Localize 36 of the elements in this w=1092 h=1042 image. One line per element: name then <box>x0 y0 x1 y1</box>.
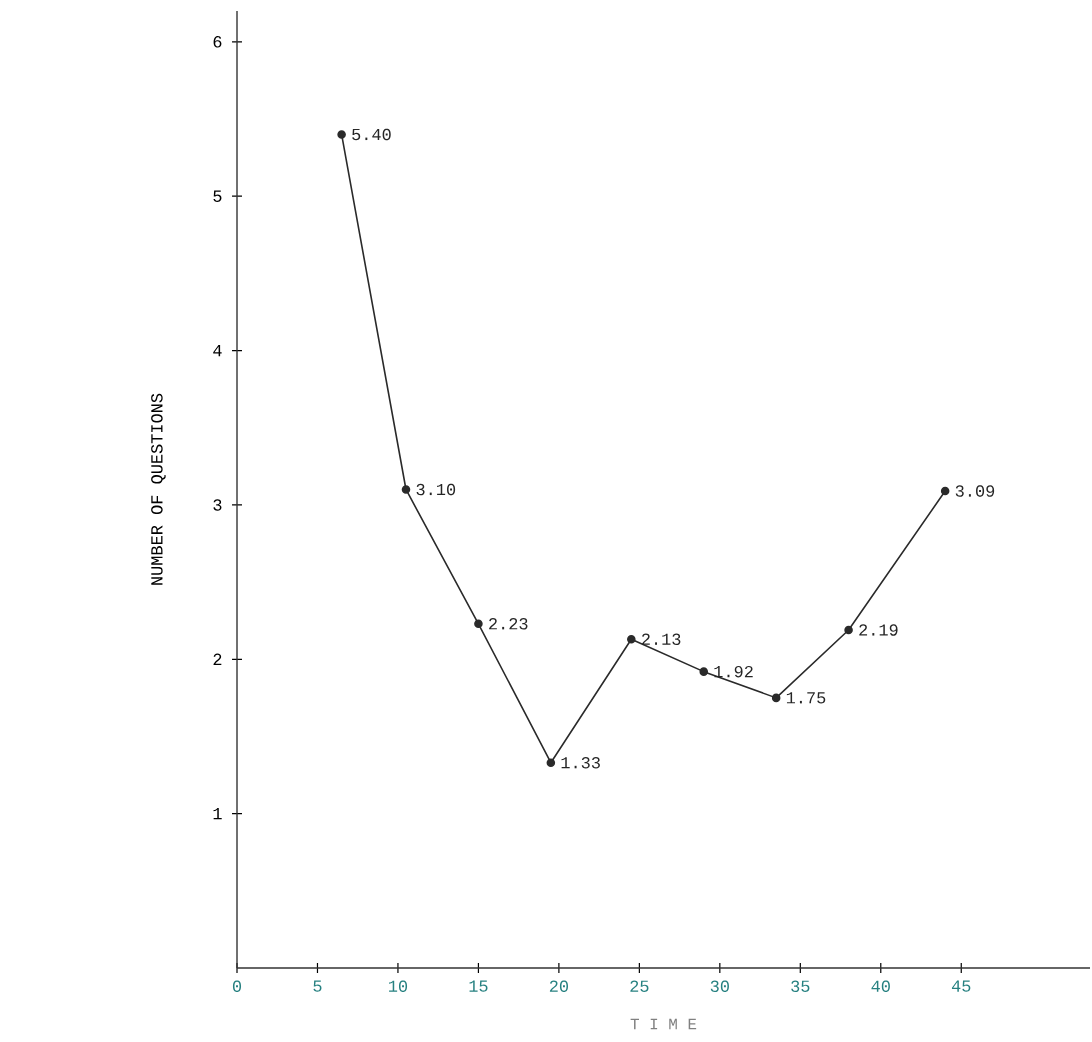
y-tick-label: 4 <box>213 345 222 357</box>
data-label: 5.40 <box>352 128 391 141</box>
point <box>844 625 853 635</box>
x-tick-label: 30 <box>710 980 729 992</box>
data-label: 1.92 <box>714 665 753 678</box>
point <box>627 634 636 644</box>
x-tick-label: 25 <box>630 980 649 992</box>
x-tick-label: 5 <box>313 980 322 992</box>
x-axis-title: T I M E <box>630 1018 697 1030</box>
x-tick-label: 45 <box>951 980 971 992</box>
point <box>401 485 411 494</box>
data-label: 2.23 <box>489 618 528 630</box>
point <box>546 758 556 767</box>
x-tick-label: 40 <box>871 980 890 992</box>
point <box>699 667 709 676</box>
data-label: 1.75 <box>786 692 826 704</box>
x-tick-label: 20 <box>549 980 569 992</box>
y-tick-label: 3 <box>213 499 222 511</box>
data-label: 1.33 <box>561 756 600 769</box>
point <box>771 693 781 703</box>
point <box>474 619 483 629</box>
y-tick-label: 5 <box>213 190 222 202</box>
y-tick-label: 2 <box>213 653 222 665</box>
x-tick-label: 15 <box>469 980 488 992</box>
y-tick-label: 1 <box>213 808 222 820</box>
data-label: 3.10 <box>416 483 456 496</box>
data-label: 3.09 <box>955 485 995 497</box>
y-axis-title: NUMBER OF QUESTIONS <box>151 393 166 585</box>
point <box>337 130 346 139</box>
x-tick-label: 10 <box>389 980 408 992</box>
data-label: 2.19 <box>859 624 898 636</box>
data-label: 2.13 <box>642 633 681 645</box>
point <box>940 486 950 496</box>
x-tick-label: 35 <box>791 980 810 992</box>
x-tick-label: 0 <box>232 980 242 992</box>
y-tick-label: 6 <box>213 36 222 48</box>
